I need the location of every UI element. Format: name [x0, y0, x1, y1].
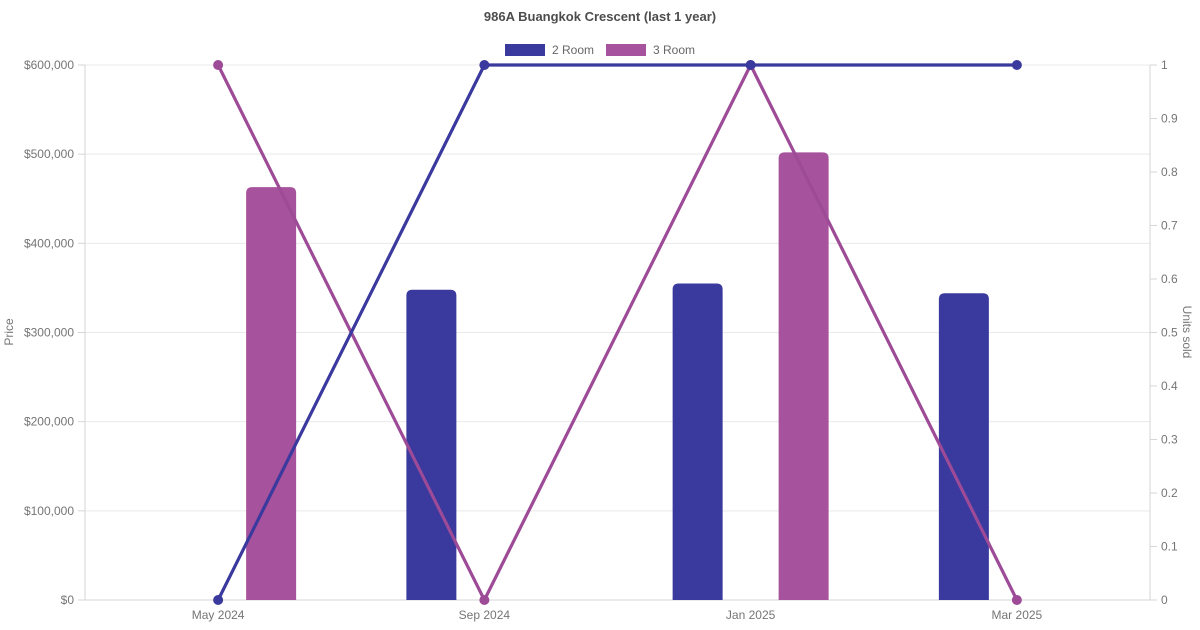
- point-3-room-may-2024[interactable]: [213, 60, 224, 70]
- right-axis-tick-label: 0.1: [1161, 540, 1178, 554]
- right-axis-tick-label: 0.7: [1161, 219, 1178, 233]
- bar-2-room-jan-2025[interactable]: [672, 283, 723, 600]
- bar-3-room-may-2024[interactable]: [246, 187, 297, 601]
- legend-item-3-room[interactable]: 3 Room: [606, 43, 695, 57]
- left-axis-tick-label: $600,000: [24, 58, 74, 72]
- right-axis-tick-label: 0.9: [1161, 112, 1178, 126]
- legend-item-2-room[interactable]: 2 Room: [504, 43, 594, 57]
- point-2-room-sep-2024[interactable]: [479, 60, 490, 70]
- point-3-room-mar-2025[interactable]: [1011, 595, 1022, 605]
- right-axis-tick-label: 0.2: [1161, 486, 1178, 500]
- left-axis-tick-label: $100,000: [24, 504, 74, 518]
- x-axis-label: Jan 2025: [726, 608, 776, 622]
- left-axis-title: Price: [2, 318, 16, 346]
- legend-swatch-2-room: [504, 44, 545, 56]
- legend-label-2-room: 2 Room: [551, 43, 594, 57]
- x-axis-label: May 2024: [192, 608, 245, 622]
- right-axis-tick-label: 1: [1161, 58, 1168, 72]
- bar-2-room-sep-2024[interactable]: [406, 289, 457, 600]
- right-axis-tick-label: 0.6: [1161, 272, 1178, 286]
- right-axis-tick-label: 0.8: [1161, 165, 1178, 179]
- legend-swatch-3-room: [606, 44, 646, 56]
- chart-legend: 2 Room 3 Room: [0, 43, 1200, 57]
- left-axis-tick-label: $300,000: [24, 326, 74, 340]
- right-axis-tick-label: 0.5: [1161, 326, 1178, 340]
- point-3-room-sep-2024[interactable]: [479, 595, 490, 605]
- chart-title: 986A Buangkok Crescent (last 1 year): [483, 9, 717, 24]
- point-2-room-jan-2025[interactable]: [745, 60, 756, 70]
- line-2-room: [216, 63, 1019, 602]
- x-axis-label: Mar 2025: [992, 608, 1043, 622]
- right-axis-tick-label: 0: [1161, 593, 1168, 607]
- bar-3-room-jan-2025[interactable]: [778, 152, 829, 600]
- left-axis-tick-label: $400,000: [24, 236, 74, 250]
- point-2-room-may-2024[interactable]: [213, 595, 224, 605]
- right-axis-tick-label: 0.3: [1161, 433, 1178, 447]
- legend-label-3-room: 3 Room: [653, 43, 696, 57]
- x-axis-label: Sep 2024: [459, 608, 511, 622]
- right-axis-tick-label: 0.4: [1161, 379, 1178, 393]
- right-axis-title: Units sold: [1180, 305, 1194, 359]
- bar-2-room-mar-2025[interactable]: [938, 293, 989, 600]
- left-axis-tick-label: $0: [61, 593, 75, 607]
- point-2-room-mar-2025[interactable]: [1011, 60, 1022, 70]
- left-axis-tick-label: $200,000: [24, 415, 74, 429]
- left-axis-tick-label: $500,000: [24, 147, 74, 161]
